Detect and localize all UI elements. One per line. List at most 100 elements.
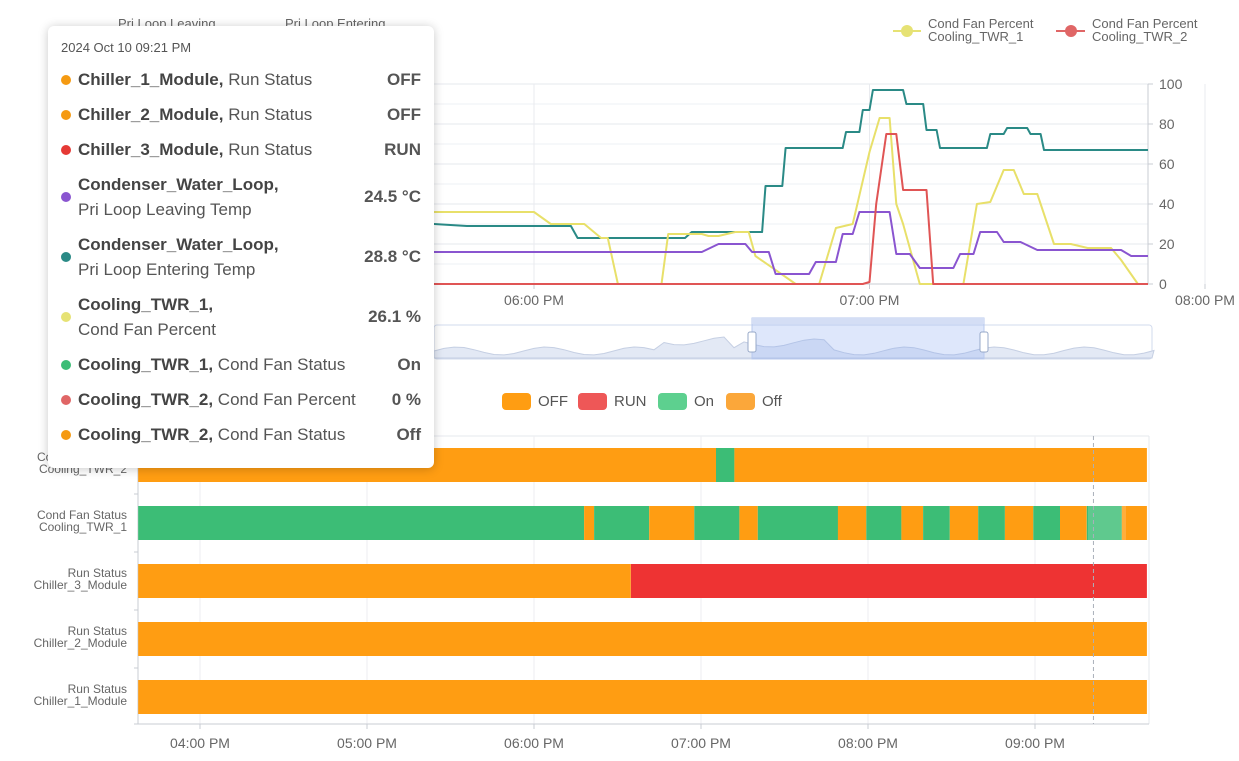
legend-off-lower-label: Off bbox=[762, 393, 782, 410]
tooltip-value: RUN bbox=[384, 139, 421, 159]
status-segment bbox=[584, 506, 595, 540]
tooltip-metric: Run Status bbox=[223, 105, 313, 124]
tooltip-row: Cooling_TWR_1, Cond Fan Percent 26.1 % bbox=[61, 287, 421, 347]
x-tick-label: 08:00 PM bbox=[1175, 292, 1235, 308]
tooltip-row-label: Cooling_TWR_2, Cond Fan Percent bbox=[78, 387, 356, 412]
y-tick-label: 0 bbox=[1159, 276, 1167, 292]
status-segment bbox=[1004, 506, 1034, 540]
status-row-label-metric: Run Status bbox=[68, 682, 127, 696]
legend-on-swatch bbox=[658, 393, 687, 410]
tooltip-dot bbox=[61, 252, 71, 262]
status-row-label-metric: Run Status bbox=[68, 624, 127, 638]
legend-on-label: On bbox=[694, 393, 715, 410]
status-row-label-entity: Chiller_2_Module bbox=[34, 636, 128, 650]
legend-off-lower-swatch bbox=[726, 393, 755, 410]
status-segment bbox=[866, 506, 902, 540]
status-segment bbox=[694, 506, 740, 540]
status-x-tick-label: 08:00 PM bbox=[838, 735, 898, 751]
legend-twr2-fan[interactable]: Cond Fan Percent Cooling_TWR_2 bbox=[1092, 17, 1198, 43]
status-row-label-entity: Chiller_1_Module bbox=[34, 694, 128, 708]
status-x-tick-label: 07:00 PM bbox=[671, 735, 731, 751]
legend-off-label: OFF bbox=[538, 393, 568, 410]
status-segment bbox=[138, 680, 1147, 714]
legend-twr1-marker bbox=[901, 25, 913, 37]
legend-twr1-fan-line1: Cond Fan Percent bbox=[928, 16, 1034, 31]
status-segment bbox=[138, 564, 631, 598]
status-segment bbox=[138, 622, 1147, 656]
status-x-tick-label: 06:00 PM bbox=[504, 735, 564, 751]
status-segment bbox=[949, 506, 979, 540]
zoom-slider-preview bbox=[433, 336, 1155, 359]
tooltip-entity: Condenser_Water_Loop, bbox=[78, 175, 279, 194]
status-segment bbox=[630, 564, 1147, 598]
tooltip-value: 24.5 °C bbox=[364, 187, 421, 206]
tooltip-entity: Cooling_TWR_1, bbox=[78, 355, 214, 374]
status-segment bbox=[739, 506, 758, 540]
legend-off-lower[interactable]: Off bbox=[726, 393, 782, 410]
status-segment bbox=[1121, 506, 1147, 540]
status-segment bbox=[594, 506, 650, 540]
y-tick-label: 40 bbox=[1159, 196, 1175, 212]
status-segment bbox=[978, 506, 1005, 540]
status-row-label-entity: Chiller_3_Module bbox=[34, 578, 128, 592]
legend-off-swatch bbox=[502, 393, 531, 410]
status-row-label-metric: Run Status bbox=[68, 566, 127, 580]
tooltip-value: 28.8 °C bbox=[364, 247, 421, 266]
tooltip-row-label: Condenser_Water_Loop, Pri Loop Entering T… bbox=[78, 232, 279, 282]
tooltip-entity: Chiller_1_Module, bbox=[78, 70, 224, 89]
status-segment bbox=[716, 448, 735, 482]
tooltip-entity: Chiller_2_Module, bbox=[78, 105, 224, 124]
legend-off[interactable]: OFF bbox=[502, 393, 568, 410]
y-tick-label: 80 bbox=[1159, 116, 1175, 132]
legend-on[interactable]: On bbox=[658, 393, 714, 410]
tooltip-metric: Pri Loop Leaving Temp bbox=[78, 200, 252, 219]
tooltip-dot bbox=[61, 312, 71, 322]
legend-twr2-marker bbox=[1065, 25, 1077, 37]
legend-twr2-fan-line2: Cooling_TWR_2 bbox=[1092, 29, 1188, 44]
status-row-label-entity: Cooling_TWR_1 bbox=[39, 520, 127, 534]
status-segment bbox=[1033, 506, 1060, 540]
series-line bbox=[434, 117, 1148, 285]
status-segment bbox=[923, 506, 950, 540]
zoom-slider-handle-left bbox=[747, 331, 757, 353]
tooltip-row: Condenser_Water_Loop, Pri Loop Leaving Te… bbox=[61, 167, 421, 227]
legend-run-label: RUN bbox=[614, 393, 647, 410]
tooltip-entity: Cooling_TWR_2, bbox=[78, 425, 214, 444]
tooltip-row-label: Chiller_1_Module, Run Status bbox=[78, 67, 312, 92]
tooltip-metric: Cond Fan Percent bbox=[213, 390, 356, 409]
x-tick-label: 06:00 PM bbox=[504, 292, 564, 308]
zoom-slider-window-bar bbox=[752, 318, 984, 324]
tooltip-row: Cooling_TWR_1, Cond Fan Status On bbox=[61, 347, 421, 382]
tooltip-metric: Pri Loop Entering Temp bbox=[78, 260, 256, 279]
tooltip-row-label: Cooling_TWR_1, Cond Fan Status bbox=[78, 352, 345, 377]
tooltip-value: On bbox=[397, 354, 421, 374]
legend-run[interactable]: RUN bbox=[578, 393, 647, 410]
tooltip-dot bbox=[61, 394, 71, 405]
zoom-slider-handle-right bbox=[979, 331, 989, 353]
status-segment bbox=[734, 448, 1147, 482]
tooltip: 2024 Oct 10 09:21 PM Chiller_1_Module, R… bbox=[48, 26, 434, 468]
tooltip-dot bbox=[61, 192, 71, 202]
tooltip-timestamp: 2024 Oct 10 09:21 PM bbox=[61, 40, 192, 55]
tooltip-value: Off bbox=[396, 424, 421, 444]
tooltip-metric: Run Status bbox=[223, 70, 313, 89]
status-segment bbox=[138, 506, 585, 540]
tooltip-dot bbox=[61, 74, 71, 85]
legend-twr1-fan[interactable]: Cond Fan Percent Cooling_TWR_1 bbox=[928, 17, 1034, 43]
legend-run-swatch bbox=[578, 393, 607, 410]
status-segment bbox=[837, 506, 867, 540]
tooltip-row-label: Condenser_Water_Loop, Pri Loop Leaving Te… bbox=[78, 172, 279, 222]
tooltip-row-label: Cooling_TWR_1, Cond Fan Percent bbox=[78, 292, 216, 342]
tooltip-row-label: Chiller_2_Module, Run Status bbox=[78, 102, 312, 127]
tooltip-entity: Condenser_Water_Loop, bbox=[78, 235, 279, 254]
tooltip-metric: Run Status bbox=[223, 140, 313, 159]
tooltip-dot bbox=[61, 109, 71, 120]
tooltip-row: Chiller_2_Module, Run Status OFF bbox=[61, 97, 421, 132]
tooltip-metric: Cond Fan Status bbox=[213, 355, 346, 374]
status-segment bbox=[649, 506, 695, 540]
tooltip-entity: Cooling_TWR_2, bbox=[78, 390, 214, 409]
tooltip-row-label: Chiller_3_Module, Run Status bbox=[78, 137, 312, 162]
tooltip-value: OFF bbox=[387, 104, 421, 124]
status-hover-highlight bbox=[1088, 506, 1126, 540]
status-x-tick-label: 05:00 PM bbox=[337, 735, 397, 751]
